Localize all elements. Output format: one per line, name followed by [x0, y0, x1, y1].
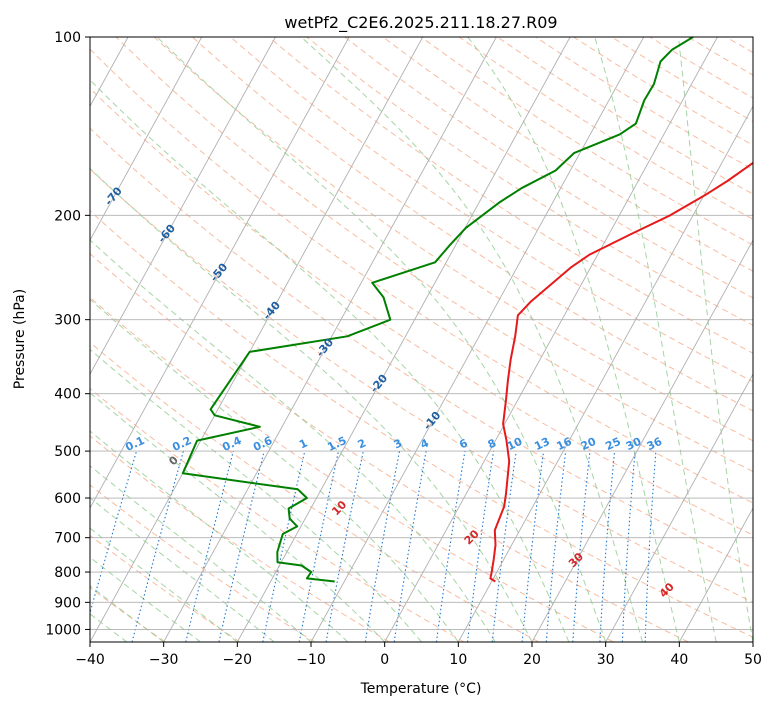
x-axis-label: Temperature (°C): [360, 681, 482, 697]
x-tick-label: −40: [75, 652, 105, 668]
x-tick-label: 10: [449, 652, 467, 668]
y-tick-label: 400: [54, 387, 81, 403]
y-tick-label: 700: [54, 531, 81, 547]
x-tick-label: −30: [149, 652, 179, 668]
x-tick-label: 0: [380, 652, 389, 668]
isotherm-line: [753, 37, 775, 642]
y-tick-label: 800: [54, 565, 81, 581]
dry-adiabat-line: [764, 37, 775, 642]
y-tick-label: 1000: [45, 622, 81, 638]
y-tick-label: 200: [54, 208, 81, 224]
y-tick-label: 100: [54, 30, 81, 46]
y-tick-label: 900: [54, 595, 81, 611]
y-tick-label: 600: [54, 491, 81, 507]
y-axis-label: Pressure (hPa): [12, 289, 28, 389]
x-tick-label: 20: [523, 652, 541, 668]
x-tick-label: 30: [597, 652, 615, 668]
isotherm-label: -90: [0, 106, 21, 130]
x-tick-label: 50: [744, 652, 762, 668]
y-tick-label: 500: [54, 444, 81, 460]
plot-area: [90, 37, 753, 642]
x-tick-label: 40: [670, 652, 688, 668]
x-tick-label: −10: [296, 652, 326, 668]
isotherm-label: -80: [50, 146, 73, 170]
chart-title: wetPf2_C2E6.2025.211.18.27.R09: [284, 13, 557, 33]
y-tick-label: 300: [54, 313, 81, 329]
x-tick-label: −20: [223, 652, 253, 668]
